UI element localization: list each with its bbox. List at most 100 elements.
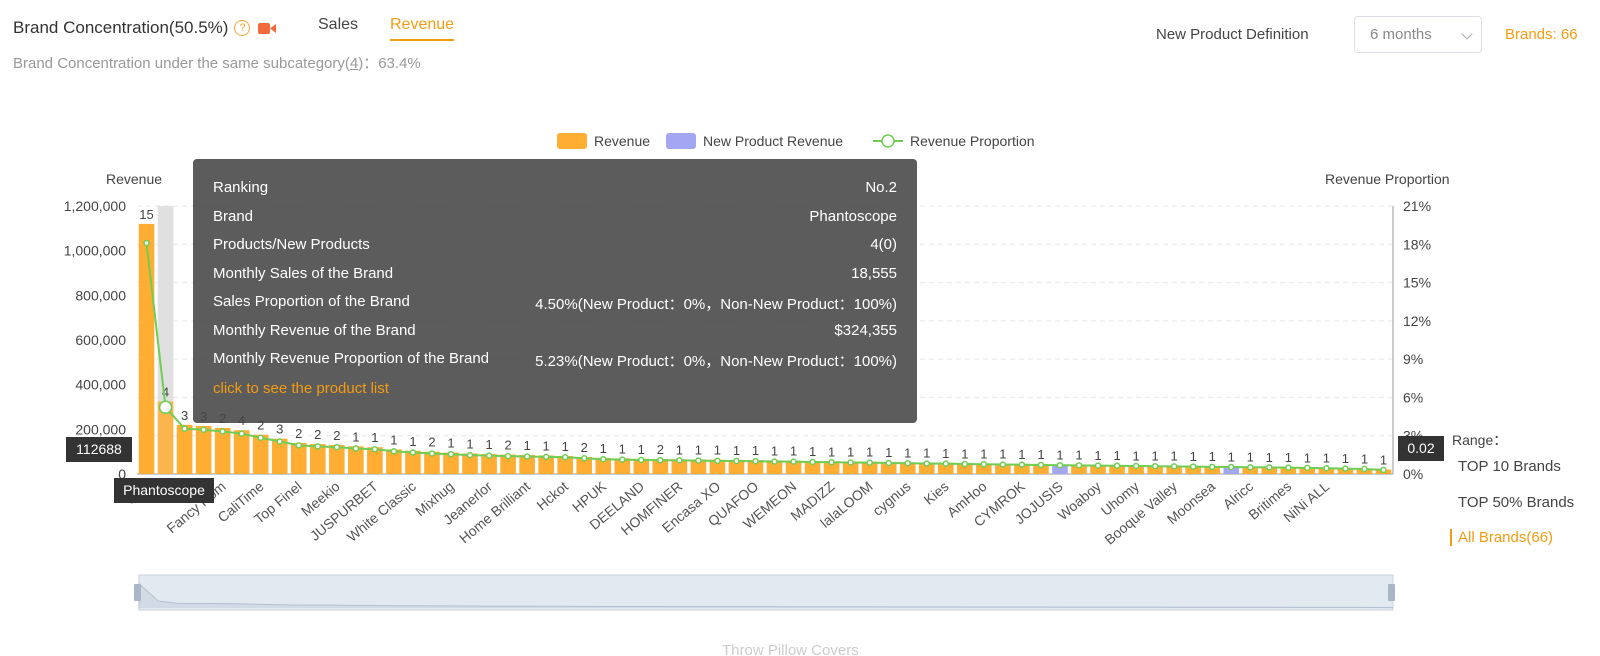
revenue-bar[interactable] bbox=[880, 462, 897, 474]
bar-count-label: 2 bbox=[657, 442, 664, 457]
proportion-point bbox=[1056, 461, 1064, 469]
proportion-point bbox=[999, 461, 1007, 468]
revenue-bar[interactable] bbox=[690, 459, 707, 474]
revenue-bar[interactable] bbox=[405, 450, 421, 474]
revenue-bar[interactable] bbox=[1071, 464, 1087, 474]
revenue-bar[interactable] bbox=[1033, 464, 1049, 474]
revenue-bar[interactable] bbox=[271, 438, 288, 474]
revenue-bar[interactable] bbox=[252, 434, 269, 474]
revenue-bar[interactable] bbox=[500, 454, 516, 474]
revenue-bar[interactable] bbox=[785, 460, 802, 474]
revenue-bar[interactable] bbox=[918, 462, 935, 474]
revenue-bar[interactable] bbox=[309, 444, 326, 474]
revenue-bar[interactable] bbox=[290, 442, 307, 474]
revenue-bar[interactable] bbox=[1014, 463, 1030, 474]
tooltip-value: 4(0) bbox=[870, 236, 897, 253]
proportion-point bbox=[219, 428, 226, 435]
revenue-bar[interactable] bbox=[1147, 465, 1163, 474]
bar-count-label: 1 bbox=[352, 429, 359, 444]
revenue-bar[interactable] bbox=[652, 459, 669, 474]
revenue-bar[interactable] bbox=[709, 459, 726, 474]
revenue-bar[interactable] bbox=[195, 425, 212, 474]
range-all[interactable]: All Brands(66) bbox=[1450, 529, 1553, 546]
range-top10[interactable]: TOP 10 Brands bbox=[1458, 458, 1561, 475]
revenue-bar[interactable] bbox=[1109, 465, 1125, 474]
revenue-bar[interactable] bbox=[633, 458, 650, 474]
revenue-bar[interactable] bbox=[861, 461, 878, 474]
tooltip-value: $324,355 bbox=[834, 321, 897, 339]
tooltip-row: Brand Phantoscope bbox=[213, 208, 897, 237]
range-top50[interactable]: TOP 50% Brands bbox=[1458, 494, 1575, 511]
bar-count-label: 1 bbox=[485, 437, 492, 452]
proportion-point bbox=[619, 456, 626, 463]
new-product-definition-select[interactable]: 6 months bbox=[1354, 16, 1482, 53]
revenue-bar[interactable] bbox=[348, 446, 364, 474]
proportion-point bbox=[352, 445, 360, 452]
proportion-point bbox=[143, 239, 150, 247]
proportion-point bbox=[1285, 464, 1292, 471]
revenue-bar[interactable] bbox=[386, 449, 402, 474]
revenue-bar[interactable] bbox=[557, 455, 573, 474]
revenue-bar[interactable] bbox=[214, 427, 231, 474]
revenue-bar[interactable] bbox=[329, 444, 345, 474]
revenue-bar[interactable] bbox=[595, 457, 612, 474]
proportion-point bbox=[200, 426, 207, 433]
bar-count-label: 1 bbox=[923, 446, 930, 461]
y-tick-right: 6% bbox=[1403, 389, 1423, 405]
zoom-handle[interactable] bbox=[1388, 584, 1395, 601]
bar-count-label: 1 bbox=[1266, 450, 1273, 465]
revenue-bar[interactable] bbox=[1128, 465, 1144, 474]
proportion-point bbox=[371, 445, 379, 453]
revenue-bar[interactable] bbox=[995, 463, 1011, 474]
revenue-bar[interactable] bbox=[1090, 464, 1106, 474]
revenue-bar[interactable] bbox=[976, 463, 992, 474]
revenue-bar[interactable] bbox=[443, 452, 459, 474]
product-list-link[interactable]: click to see the product list bbox=[213, 379, 389, 397]
proportion-point bbox=[1037, 461, 1045, 469]
bar-count-label: 1 bbox=[409, 434, 416, 449]
revenue-bar[interactable] bbox=[766, 460, 783, 474]
revenue-bar[interactable] bbox=[176, 424, 193, 474]
revenue-bar[interactable] bbox=[1166, 465, 1182, 474]
revenue-bar[interactable] bbox=[424, 451, 440, 474]
revenue-bar[interactable] bbox=[899, 462, 916, 474]
proportion-point bbox=[1018, 461, 1026, 468]
proportion-point bbox=[847, 459, 854, 466]
revenue-bar[interactable] bbox=[233, 430, 250, 474]
bar-count-label: 1 bbox=[828, 444, 835, 459]
revenue-bar[interactable] bbox=[957, 463, 973, 474]
bar-count-label: 1 bbox=[1380, 453, 1387, 468]
tooltip-label: Monthly Revenue of the Brand bbox=[213, 321, 416, 339]
bar-count-label: 1 bbox=[1209, 449, 1216, 464]
proportion-point bbox=[314, 443, 322, 450]
bar-count-label: 1 bbox=[885, 445, 892, 460]
revenue-bar[interactable] bbox=[138, 223, 155, 474]
revenue-bar[interactable] bbox=[842, 461, 859, 474]
bar-count-label: 2 bbox=[295, 426, 302, 441]
page-title: Brand Concentration(50.5%) bbox=[13, 18, 229, 37]
revenue-bar[interactable] bbox=[747, 460, 764, 474]
help-icon[interactable]: ? bbox=[234, 20, 251, 36]
revenue-bar[interactable] bbox=[481, 454, 497, 474]
proportion-point bbox=[466, 451, 474, 459]
revenue-bar[interactable] bbox=[1185, 465, 1201, 474]
revenue-bar[interactable] bbox=[1052, 464, 1068, 474]
revenue-bar[interactable] bbox=[462, 453, 478, 474]
revenue-bar[interactable] bbox=[576, 457, 593, 474]
revenue-bar[interactable] bbox=[367, 447, 383, 474]
revenue-bar[interactable] bbox=[823, 461, 840, 474]
revenue-bar[interactable] bbox=[614, 458, 631, 474]
revenue-bar[interactable] bbox=[804, 461, 821, 474]
zoom-handle[interactable] bbox=[134, 584, 141, 601]
subcategory-count-link[interactable]: 4 bbox=[349, 55, 359, 72]
revenue-bar[interactable] bbox=[671, 459, 688, 474]
video-camera-icon[interactable] bbox=[258, 22, 277, 35]
revenue-bar[interactable] bbox=[519, 455, 535, 474]
tab-sales[interactable]: Sales bbox=[318, 16, 359, 33]
tab-revenue[interactable]: Revenue bbox=[390, 16, 455, 41]
revenue-bar[interactable] bbox=[538, 455, 554, 474]
revenue-bar[interactable] bbox=[937, 462, 954, 474]
revenue-bar[interactable] bbox=[157, 401, 174, 474]
revenue-bar[interactable] bbox=[728, 459, 745, 474]
